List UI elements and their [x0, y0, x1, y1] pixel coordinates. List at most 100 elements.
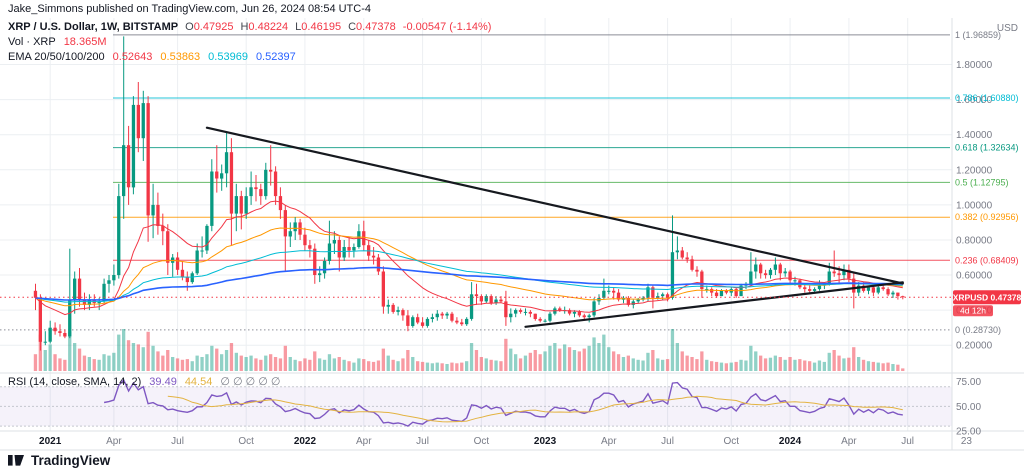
volume-legend[interactable]: Vol · XRP 18.365M	[8, 36, 107, 48]
volume-bar	[553, 343, 557, 371]
volume-bar	[891, 364, 895, 371]
ema-200-line[interactable]	[35, 266, 903, 301]
tradingview-attribution[interactable]: TradingView	[8, 452, 110, 468]
volume-bar	[612, 351, 616, 371]
fib-label-0.236: 0.236 (0.68409)	[955, 255, 1019, 265]
candle-body	[871, 287, 875, 293]
candle-body	[249, 187, 253, 197]
volume-bar	[58, 358, 62, 371]
price-tick-label: 1.60000	[956, 95, 993, 106]
candle-body	[239, 196, 243, 214]
candle-body	[827, 271, 831, 284]
candle-body	[445, 313, 449, 316]
candle-body	[352, 247, 356, 251]
volume-bar	[685, 355, 689, 371]
ema-legend[interactable]: EMA 20/50/100/200 0.52643 0.53863 0.53969 0.…	[8, 51, 296, 63]
candle-body	[474, 294, 479, 297]
candle-body	[48, 327, 52, 342]
volume-bar	[166, 350, 170, 371]
volume-bar	[156, 351, 160, 371]
time-scale-axis[interactable]	[0, 431, 952, 450]
volume-bar	[494, 360, 498, 371]
ohlc-low-value: 0.46195	[301, 21, 342, 33]
volume-bar	[367, 361, 371, 371]
ema-100-value: 0.53969	[208, 51, 248, 63]
volume-bar	[523, 355, 528, 371]
volume-bar	[53, 354, 57, 371]
ema-100-line[interactable]	[35, 250, 903, 303]
volume-bar	[832, 350, 836, 371]
volume-bar	[886, 362, 890, 371]
candle-body	[763, 273, 768, 276]
candle-body	[523, 311, 528, 313]
volume-bar	[533, 350, 537, 371]
candle-body	[234, 196, 238, 214]
volume-bar	[180, 359, 185, 371]
candle-body	[616, 292, 621, 300]
volume-bar	[656, 358, 660, 371]
candle-body	[190, 273, 194, 283]
candle-body	[646, 287, 650, 298]
time-tick-label: Apr	[106, 436, 122, 447]
main-chart-pane[interactable]	[0, 18, 952, 373]
candle-body	[832, 271, 836, 274]
volume-bar	[273, 357, 278, 371]
volume-bar	[543, 351, 547, 371]
publish-line: Jake_Simmons published on TradingView.co…	[8, 3, 372, 15]
price-scale-axis[interactable]	[952, 18, 1024, 450]
candle-body	[112, 275, 116, 281]
volume-bar	[249, 355, 253, 371]
candle-body	[357, 231, 361, 247]
candle-body	[705, 289, 709, 291]
candle-body	[489, 296, 493, 304]
volume-bar	[626, 355, 630, 371]
volume-bar	[636, 359, 640, 371]
volume-bar	[318, 358, 322, 371]
volume-bar	[469, 343, 474, 371]
rsi-sma-line[interactable]	[167, 395, 903, 423]
candle-body	[577, 311, 581, 316]
volume-bar	[122, 329, 126, 371]
candle-body	[901, 296, 905, 298]
candle-body	[734, 289, 738, 297]
volume-bar	[812, 362, 817, 371]
volume-label: Vol · XRP	[8, 36, 56, 48]
volume-bar	[548, 345, 552, 371]
candle-body	[77, 278, 82, 300]
volume-bar	[783, 359, 787, 371]
volume-value: 18.365M	[63, 36, 107, 48]
candle-body	[778, 264, 782, 274]
volume-bar	[92, 359, 96, 371]
ohlc-high-value: 0.48224	[248, 21, 289, 33]
volume-bar	[126, 340, 131, 371]
time-tick-label: Oct	[238, 436, 254, 447]
volume-bar	[690, 357, 694, 371]
volume-bar	[621, 357, 626, 371]
volume-bar	[254, 358, 258, 371]
volume-bar	[234, 352, 238, 371]
last-price-badge	[953, 290, 1021, 305]
rsi-tick-label: 50.00	[956, 402, 981, 413]
volume-bar	[695, 359, 699, 371]
candle-body	[724, 290, 728, 293]
candle-body	[425, 318, 430, 326]
candle-body	[861, 285, 866, 291]
symbol-legend[interactable]: XRP / U.S. Dollar, 1W, BITSTAMP O0.47925 H…	[8, 21, 491, 33]
candle-body	[347, 247, 351, 251]
candle-body	[244, 196, 248, 214]
volume-bar	[474, 350, 479, 371]
candle-body	[465, 318, 469, 325]
volume-bar	[347, 361, 351, 371]
ema-20-line[interactable]	[35, 200, 903, 316]
candle-body	[205, 225, 209, 251]
rsi-legend[interactable]: RSI (14, close, SMA, 14, 2) 39.49 44.54 ∅ ∅…	[8, 375, 280, 388]
candle-body	[82, 299, 87, 305]
trendline-1[interactable]	[205, 126, 904, 285]
candle-body	[376, 257, 381, 272]
trendline-2[interactable]	[524, 281, 904, 328]
ema-50-line[interactable]	[35, 227, 903, 307]
volume-bar	[455, 363, 459, 371]
rsi-line[interactable]	[103, 378, 903, 427]
candle-body	[327, 243, 332, 261]
